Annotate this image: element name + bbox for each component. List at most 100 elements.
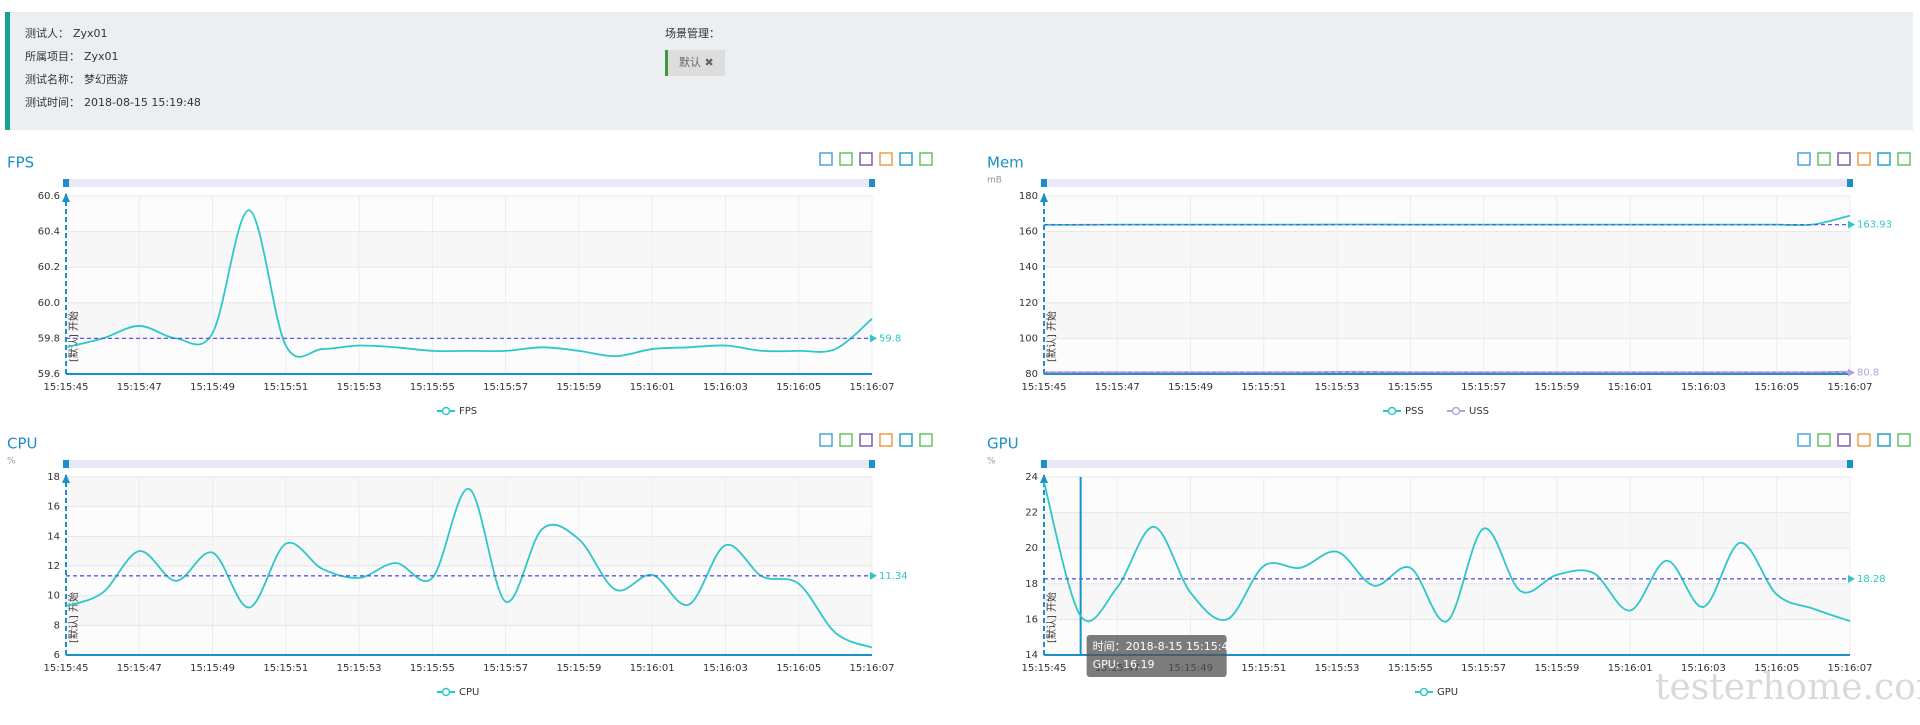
- field-value: 2018-08-15 15:19:48: [84, 96, 201, 109]
- mark-line-arrow: [1848, 574, 1855, 583]
- series-line: [65, 487, 873, 649]
- x-tick-label: 15:15:57: [483, 663, 528, 674]
- y-axis-arrow: [62, 193, 70, 202]
- toolbox-icon: [919, 433, 933, 447]
- x-tick-label: 15:15:51: [1241, 382, 1286, 393]
- x-tick-label: 15:15:59: [1534, 382, 1579, 393]
- y-tick-label: 59.8: [38, 333, 60, 344]
- scene-button[interactable]: [665, 50, 725, 76]
- grid-band: [1044, 302, 1850, 339]
- x-tick-label: 15:16:07: [1828, 663, 1873, 674]
- x-tick-label: 15:15:51: [1241, 663, 1286, 674]
- toolbox-icon: [1817, 152, 1831, 166]
- toolbox-icon: [859, 152, 873, 166]
- x-tick-label: 15:16:01: [1608, 382, 1653, 393]
- x-tick-label: 15:15:51: [263, 382, 308, 393]
- toolbox-icon: [859, 433, 873, 447]
- x-tick-label: 15:16:05: [1754, 663, 1799, 674]
- x-tick-label: 15:15:53: [337, 382, 382, 393]
- y-tick-label: 120: [1019, 298, 1038, 309]
- grid-band: [66, 196, 872, 232]
- x-tick-label: 15:15:59: [556, 382, 601, 393]
- data-zoom: [66, 460, 872, 468]
- mark-line-label: 163.93: [1857, 220, 1892, 231]
- x-tick-label: 15:16:01: [630, 663, 675, 674]
- x-tick-label: 15:16:07: [850, 663, 895, 674]
- grid-band: [66, 477, 872, 507]
- grid-band: [66, 536, 872, 566]
- x-tick-label: 15:15:53: [337, 663, 382, 674]
- toolbox-icon: [899, 152, 913, 166]
- x-tick-label: 15:16:03: [703, 382, 748, 393]
- x-tick-label: 15:15:59: [1534, 663, 1579, 674]
- grid-band: [66, 338, 872, 374]
- field-label: 所属项目：: [25, 50, 80, 63]
- legend-marker: [441, 687, 451, 697]
- legend-label: USS: [1469, 406, 1489, 417]
- mark-line-label: 18.28: [1857, 574, 1886, 585]
- data-zoom-handle: [1041, 179, 1047, 187]
- y-axis-arrow: [1040, 193, 1048, 202]
- toolbox-icon: [1837, 152, 1851, 166]
- mark-label: [默认] 开始: [1045, 592, 1058, 643]
- data-zoom: [1044, 460, 1850, 468]
- mark-line-arrow: [1848, 368, 1855, 377]
- y-tick-label: 60.2: [38, 262, 60, 273]
- data-zoom-handle: [869, 179, 875, 187]
- x-tick-label: 15:15:49: [190, 382, 235, 393]
- grid-band: [66, 595, 872, 626]
- data-zoom: [1044, 179, 1850, 187]
- field-label: 测试名称：: [25, 72, 80, 86]
- scene-button-label[interactable]: 默认 ✖: [679, 56, 714, 69]
- chart-title: CPU: [7, 435, 38, 453]
- x-tick-label: 15:15:45: [44, 382, 89, 393]
- toolbox-icon: [1857, 152, 1871, 166]
- grid-band: [1044, 338, 1850, 374]
- x-tick-label: 15:16:07: [1828, 382, 1873, 393]
- toolbox-icon: [839, 433, 853, 447]
- x-tick-label: 15:16:05: [776, 663, 821, 674]
- x-tick-label: 15:16:01: [630, 382, 675, 393]
- toolbox-icon: [1797, 152, 1811, 166]
- toolbox-icon: [1857, 433, 1871, 447]
- x-tick-label: 15:15:49: [1168, 382, 1213, 393]
- x-tick-label: 15:15:47: [117, 382, 162, 393]
- y-tick-label: 20: [1025, 543, 1038, 554]
- field-value: Zyx01: [84, 50, 119, 63]
- legend-label: FPS: [459, 406, 477, 417]
- x-tick-label: 15:15:45: [1022, 663, 1067, 674]
- toolbox-icon: [819, 152, 833, 166]
- toolbox-icon: [879, 433, 893, 447]
- chart-title: Mem: [987, 154, 1024, 172]
- x-tick-label: 15:15:55: [1388, 663, 1433, 674]
- grid-band: [1044, 231, 1850, 268]
- legend-label: PSS: [1405, 406, 1424, 417]
- tooltip-line: 时间：2018-8-15 15:15:46: [1093, 640, 1236, 653]
- x-tick-label: 15:16:03: [1681, 663, 1726, 674]
- y-tick-label: 18: [47, 472, 60, 483]
- toolbox-icon: [1877, 433, 1891, 447]
- data-zoom-handle: [1847, 460, 1853, 468]
- x-tick-label: 15:15:55: [410, 382, 455, 393]
- grid-band: [66, 302, 872, 339]
- data-zoom-handle: [1041, 460, 1047, 468]
- x-tick-label: 15:15:57: [1461, 663, 1506, 674]
- x-tick-label: 15:16:07: [850, 382, 895, 393]
- grid-band: [1044, 196, 1850, 232]
- data-zoom-handle: [63, 460, 69, 468]
- mark-line-arrow: [870, 334, 877, 343]
- tooltip: [1086, 635, 1227, 677]
- toolbox-icon: [879, 152, 893, 166]
- grid-band: [1044, 267, 1850, 303]
- x-tick-label: 15:16:03: [703, 663, 748, 674]
- y-tick-label: 14: [47, 531, 60, 542]
- x-tick-label: 15:15:49: [190, 663, 235, 674]
- chart-unit: %: [7, 457, 16, 467]
- y-axis-arrow: [62, 474, 70, 483]
- x-tick-label: 15:16:05: [776, 382, 821, 393]
- x-tick-label: 15:16:05: [1754, 382, 1799, 393]
- x-tick-label: 15:16:01: [1608, 663, 1653, 674]
- field-label: 测试时间：: [25, 96, 80, 109]
- y-tick-label: 160: [1019, 227, 1038, 238]
